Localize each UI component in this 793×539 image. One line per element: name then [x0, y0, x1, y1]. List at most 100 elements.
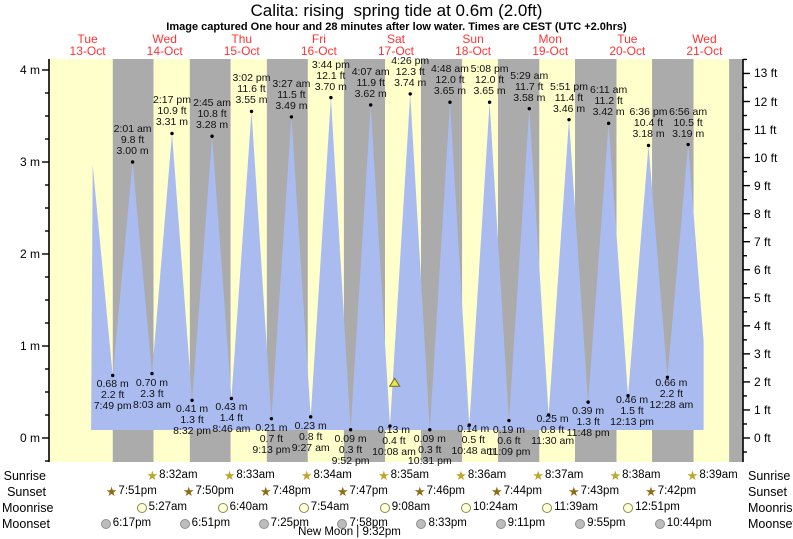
moonrise-circle-icon: [217, 502, 228, 513]
sunset-time: 7:44pm: [503, 485, 542, 497]
low-tide-dot: [269, 416, 274, 421]
low-tide-dot: [467, 423, 471, 427]
high-tide-annotation: 3:27 am 11.5 ft 3.49 m: [272, 77, 311, 112]
high-tide-annotation: 6:36 pm 10.4 ft 3.18 m: [629, 106, 668, 141]
high-tide-dot: [249, 109, 254, 114]
moonset-circle-icon: [179, 518, 190, 529]
moonset-time: 10:44pm: [666, 517, 712, 529]
high-tide-dot: [606, 121, 611, 126]
right-axis-tick-label: 0 ft: [754, 431, 771, 445]
moonrise-row-label-right: Moonrise: [748, 501, 793, 515]
low-tide-dot: [586, 400, 590, 404]
low-tide-dot: [348, 428, 353, 432]
day-label: Sat 17-Oct: [377, 32, 415, 58]
moonset-time: 7:25pm: [270, 517, 309, 529]
sunrise-star-icon: ★: [532, 468, 545, 483]
high-tide-dot: [448, 100, 452, 104]
low-tide-dot: [626, 393, 630, 398]
left-axis-tick-label: 4 m: [19, 63, 40, 77]
day-label: Tue 13-Oct: [69, 32, 106, 58]
moonrise-circle-icon: [623, 502, 634, 513]
high-tide-dot: [527, 106, 531, 111]
moonrise-row-label-left: Moonrise: [2, 501, 54, 515]
sunrise-row-label-left: Sunrise: [3, 469, 46, 483]
moonrise-time: 7:54am: [310, 501, 350, 513]
sunrise-star-icon: ★: [686, 468, 699, 483]
sunset-star-icon: ★: [490, 484, 503, 499]
low-tide-annotation: 0.66 m 2.2 ft 12:28 am: [649, 377, 694, 412]
low-tide-annotation: 0.25 m 0.8 ft 11:30 am: [531, 413, 575, 447]
sunrise-star-icon: ★: [455, 468, 467, 483]
high-tide-annotation: 4:48 am 12.0 ft 3.65 m: [430, 63, 469, 98]
moonrise-event: 10:24am: [460, 501, 518, 514]
sunrise-event: ★ 8:38am: [610, 469, 661, 482]
right-axis-tick-label: 2 ft: [754, 374, 771, 389]
current-level-marker-icon: [388, 377, 401, 387]
low-tide-dot: [546, 413, 551, 417]
moonset-event: 8:33pm: [416, 517, 467, 530]
moonset-circle-icon: [100, 518, 111, 529]
moonset-time: 6:51pm: [191, 517, 231, 529]
low-tide-dot: [665, 375, 670, 379]
moonset-row-label-right: Moonset: [748, 517, 793, 531]
right-axis-tick-label: 5 ft: [754, 290, 771, 305]
moonrise-event: 11:39am: [542, 501, 598, 514]
moonset-event: 7:25pm: [258, 517, 309, 530]
sunset-row-label-left: Sunset: [7, 485, 46, 499]
sunset-time: 7:48pm: [272, 485, 311, 497]
sunrise-event: ★ 8:33am: [224, 469, 275, 482]
low-tide-dot: [388, 424, 392, 428]
moonrise-event: 7:54am: [298, 501, 350, 514]
sunset-star-icon: ★: [336, 484, 349, 499]
sunset-time: 7:42pm: [657, 485, 697, 497]
moonrise-time: 10:24am: [472, 501, 518, 513]
sunset-event: ★ 7:50pm: [183, 485, 234, 498]
low-tide-annotation: 0.19 m 0.6 ft 11:09 pm: [487, 423, 531, 458]
moonset-circle-icon: [654, 518, 665, 529]
moonrise-circle-icon: [379, 502, 390, 513]
sunrise-event: ★ 8:32am: [147, 469, 198, 482]
sunset-row-label-right: Sunset: [748, 485, 787, 499]
low-tide-dot: [190, 398, 194, 402]
high-tide-dot: [210, 134, 214, 138]
sunset-star-icon: ★: [105, 484, 118, 499]
sunset-star-icon: ★: [259, 484, 272, 499]
moonset-circle-icon: [337, 518, 348, 529]
low-tide-dot: [150, 371, 154, 376]
day-label: Wed 21-Oct: [686, 32, 723, 58]
sunrise-time: 8:36am: [467, 469, 507, 481]
low-tide-annotation: 0.43 m 1.4 ft 8:46 am: [212, 401, 251, 436]
day-label: Wed 14-Oct: [146, 32, 183, 58]
sunrise-star-icon: ★: [609, 468, 622, 483]
low-tide-annotation: 0.21 m 0.7 ft 9:13 pm: [252, 421, 291, 456]
sunset-time: 7:46pm: [426, 485, 465, 497]
sunrise-time: 8:34am: [313, 469, 352, 481]
sunrise-star-icon: ★: [146, 468, 159, 483]
high-tide-annotation: 5:29 am 11.7 ft 3.58 m: [510, 69, 549, 104]
moonrise-circle-icon: [298, 502, 309, 513]
moonset-circle-icon: [416, 518, 427, 529]
sunset-star-icon: ★: [413, 484, 426, 499]
right-axis-tick-label: 4 ft: [754, 318, 771, 333]
sunset-event: ★ 7:51pm: [106, 485, 157, 498]
sunset-event: ★ 7:47pm: [337, 485, 388, 498]
sunset-event: ★ 7:42pm: [645, 485, 696, 498]
low-tide-annotation: 0.41 m 1.3 ft 8:32 pm: [173, 403, 212, 438]
page-title: Calita: rising spring tide at 0.6m (2.0f…: [250, 1, 543, 20]
left-axis-tick-label: 3 m: [19, 155, 40, 169]
high-tide-annotation: 2:17 pm 10.9 ft 3.31 m: [153, 94, 191, 129]
right-axis-tick-label: 3 ft: [754, 346, 771, 361]
sunset-time: 7:47pm: [349, 485, 388, 497]
sunrise-time: 8:39am: [699, 469, 738, 481]
moonset-event: 9:55pm: [575, 517, 625, 530]
left-axis-tick-label: 2 m: [19, 247, 40, 261]
moonrise-time: 12:51pm: [635, 501, 680, 513]
high-tide-dot: [130, 160, 135, 164]
sunrise-time: 8:38am: [622, 469, 661, 481]
moonrise-time: 6:40am: [229, 501, 268, 513]
new-moon-label: New Moon | 9:32pm: [298, 526, 401, 538]
moonset-time: 8:33pm: [428, 517, 467, 529]
low-tide-dot: [308, 415, 313, 419]
